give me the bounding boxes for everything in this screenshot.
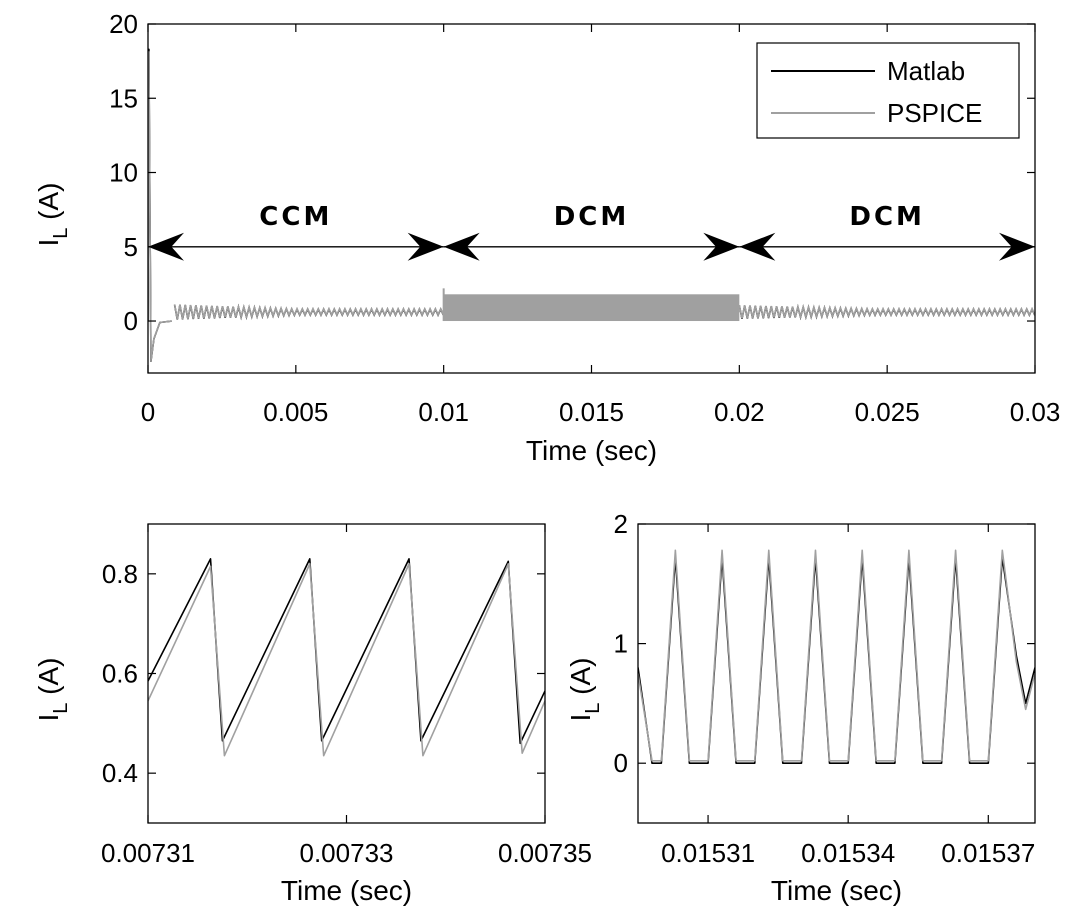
region-arrow-head-right [703,232,740,261]
y-tick-label: 5 [124,232,138,262]
region-arrow-head-left [443,232,480,261]
y-tick-label: 0.4 [102,758,138,788]
series-pspice-line [638,549,1035,762]
series-pspice-startup [148,51,172,362]
y-axis-label-subscript: L [50,228,72,239]
series-pspice-line [148,563,545,757]
y-axis-label-unit: (A) [33,182,64,227]
region-arrow-head-left [148,232,184,261]
plot-area [638,549,1035,764]
x-tick-label: 0.005 [263,397,328,427]
y-tick-label: 10 [109,158,138,188]
y-axis-label-symbol: I [565,714,596,722]
y-tick-label: 0 [124,306,138,336]
x-axis-label: Time (sec) [771,875,902,906]
y-tick-label: 1 [614,629,628,659]
y-axis-label: IL (A) [33,657,72,721]
plot-frame [637,523,1036,824]
y-tick-label: 20 [109,9,138,39]
region-arrow-head-left [739,232,776,261]
region-label: DCM [849,202,925,232]
y-axis-label-unit: (A) [565,657,596,702]
series-pspice-dcm2 [738,303,1035,321]
series-pspice-dcm-band [443,294,740,322]
bottom-left-chart: 0.00731 0.00733 0.00735 0.4 0.6 0.8 Time (sec)… [33,523,592,906]
x-axis-label: Time (sec) [281,875,412,906]
y-tick-label: 15 [109,83,138,113]
x-tick-label: 0 [141,397,155,427]
x-tick-label: 0.01537 [941,838,1035,868]
top-chart: 0 0.005 0.01 0.015 0.02 0.025 0.03 0 5 10 15 20 Time… [33,9,1060,466]
series-matlab-line [638,556,1035,764]
plot-area [148,558,545,757]
x-tick-label: 0.00735 [498,838,592,868]
region-arrow-head-right [407,232,444,261]
region-label: CCM [259,202,332,232]
x-tick-label: 0.01531 [661,838,755,868]
y-axis-label-subscript: L [582,703,604,714]
y-axis-label-unit: (A) [33,657,64,702]
y-tick-label: 0.8 [102,559,138,589]
region-arrow-head-right [999,232,1035,261]
legend-label: PSPICE [887,98,982,128]
x-axis-label: Time (sec) [526,435,657,466]
y-tick-label: 2 [614,509,628,539]
x-tick-label: 0.00731 [101,838,195,868]
x-tick-label: 0.00733 [300,838,394,868]
y-tick-label: 0.6 [102,659,138,689]
x-tick-label: 0.01 [418,397,469,427]
y-axis-label-subscript: L [50,703,72,714]
bottom-right-chart: 0.01531 0.01534 0.01537 0 1 2 Time (sec) IL (A) [565,509,1036,906]
plot-area [148,48,1035,362]
y-axis-label: IL (A) [565,657,604,721]
y-axis-label: IL (A) [33,182,72,246]
legend-label: Matlab [887,56,965,86]
x-tick-label: 0.01534 [801,838,895,868]
region-label: DCM [554,202,630,232]
x-tick-label: 0.025 [855,397,920,427]
x-tick-label: 0.03 [1010,397,1061,427]
x-tick-label: 0.015 [559,397,624,427]
y-axis-label-symbol: I [33,714,64,722]
series-pspice-ccm [173,303,445,321]
legend-box [756,42,1020,139]
y-axis-label-symbol: I [33,239,64,247]
y-tick-label: 0 [614,748,628,778]
x-tick-label: 0.02 [714,397,765,427]
